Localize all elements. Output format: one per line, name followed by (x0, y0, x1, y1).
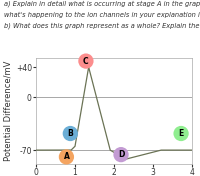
Point (69, 132, 72, 135)
Point (84, 60, 88, 62)
Point (119, 153, 123, 156)
Text: A: A (63, 152, 69, 161)
Text: a) Explain in detail what is occurring at stage A in the graph. (Be specific in : a) Explain in detail what is occurring a… (4, 1, 200, 8)
Point (179, 132, 183, 135)
Text: b) What does this graph represent as a whole? Explain the main idea it portrays.: b) What does this graph represent as a w… (4, 22, 200, 29)
Text: C: C (83, 57, 89, 66)
Text: E: E (178, 129, 184, 138)
Text: B: B (67, 129, 73, 138)
Text: D: D (118, 150, 124, 159)
Text: what's happening to the ion channels in your explanation if necessary!): what's happening to the ion channels in … (4, 11, 200, 18)
Point (65, 155, 68, 158)
Y-axis label: Potential Difference/mV: Potential Difference/mV (4, 61, 13, 161)
